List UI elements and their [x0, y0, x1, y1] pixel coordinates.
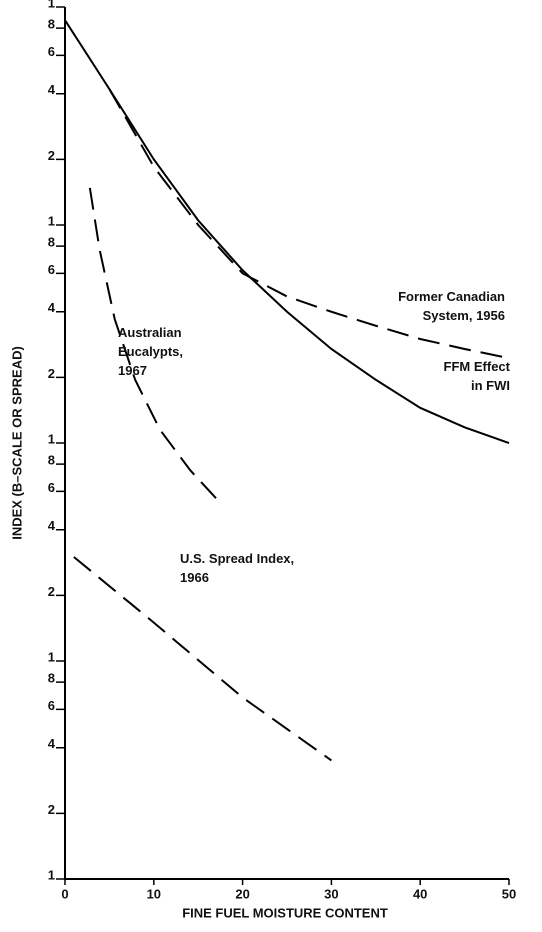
line — [64, 19, 510, 444]
y-tick-label: 4 — [48, 518, 56, 533]
x-tick-label: 10 — [147, 886, 161, 901]
series-label: Australian Eucalypts, 1967 — [118, 325, 183, 378]
x-axis-label: FINE FUEL MOISTURE CONTENT — [182, 905, 388, 920]
y-tick-label: 1 — [48, 213, 55, 228]
line — [88, 187, 223, 506]
x-tick-label: 30 — [324, 886, 338, 901]
y-tick-label: 4 — [48, 736, 56, 751]
line — [73, 556, 332, 762]
x-tick-label: 40 — [413, 886, 427, 901]
x-tick-label: 0 — [61, 886, 68, 901]
y-tick-label: 8 — [48, 17, 55, 32]
series-label: Former Canadian System, 1956 — [398, 289, 505, 323]
y-tick-label: 4 — [48, 300, 56, 315]
y-tick-label: 1 — [48, 867, 55, 882]
y-axis-label: INDEX (B–SCALE OR SPREAD) — [9, 346, 24, 540]
y-tick-label: 6 — [48, 44, 55, 59]
y-tick-label: 1 — [48, 0, 55, 10]
y-tick-label: 1 — [48, 431, 55, 446]
line — [108, 88, 510, 360]
series-label: FFM Effect in FWI — [444, 359, 511, 393]
y-tick-label: 6 — [48, 262, 55, 277]
series-label: U.S. Spread Index, 1966 — [180, 551, 294, 585]
y-tick-label: 2 — [48, 584, 55, 599]
y-tick-label: 2 — [48, 366, 55, 381]
y-tick-label: 8 — [48, 235, 55, 250]
y-tick-label: 8 — [48, 453, 55, 468]
y-tick-label: 4 — [48, 82, 56, 97]
y-tick-label: 6 — [48, 698, 55, 713]
x-tick-label: 50 — [502, 886, 516, 901]
y-tick-label: 8 — [48, 671, 55, 686]
y-tick-label: 2 — [48, 148, 55, 163]
x-tick-label: 20 — [235, 886, 249, 901]
y-tick-label: 2 — [48, 802, 55, 817]
y-tick-label: 1 — [48, 649, 55, 664]
y-tick-label: 6 — [48, 480, 55, 495]
